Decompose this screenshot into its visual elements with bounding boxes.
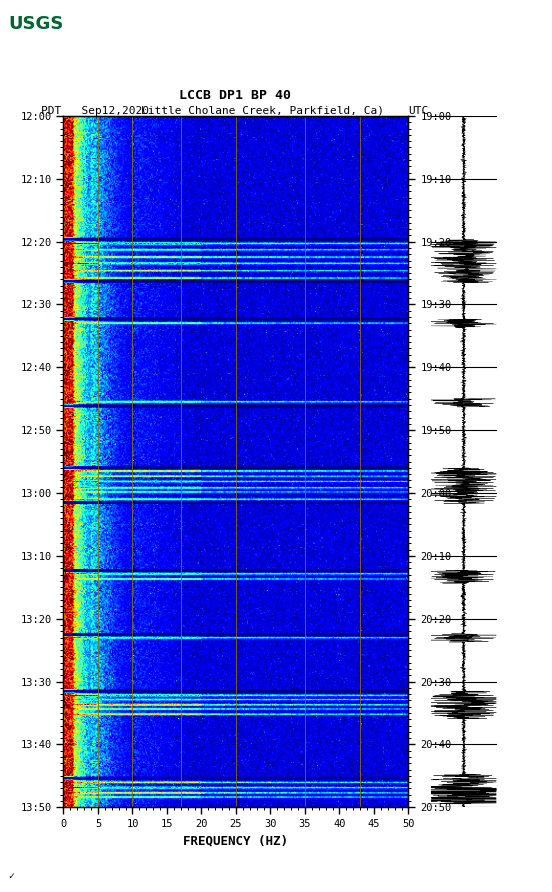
X-axis label: FREQUENCY (HZ): FREQUENCY (HZ) [183,835,289,847]
Text: ✓: ✓ [8,871,14,881]
Text: PDT   Sep12,2020: PDT Sep12,2020 [41,105,150,116]
Text: UTC: UTC [408,105,429,116]
Text: USGS: USGS [8,15,63,33]
Text: LCCB DP1 BP 40: LCCB DP1 BP 40 [179,89,290,102]
Text: Little Cholane Creek, Parkfield, Ca): Little Cholane Creek, Parkfield, Ca) [141,105,384,116]
